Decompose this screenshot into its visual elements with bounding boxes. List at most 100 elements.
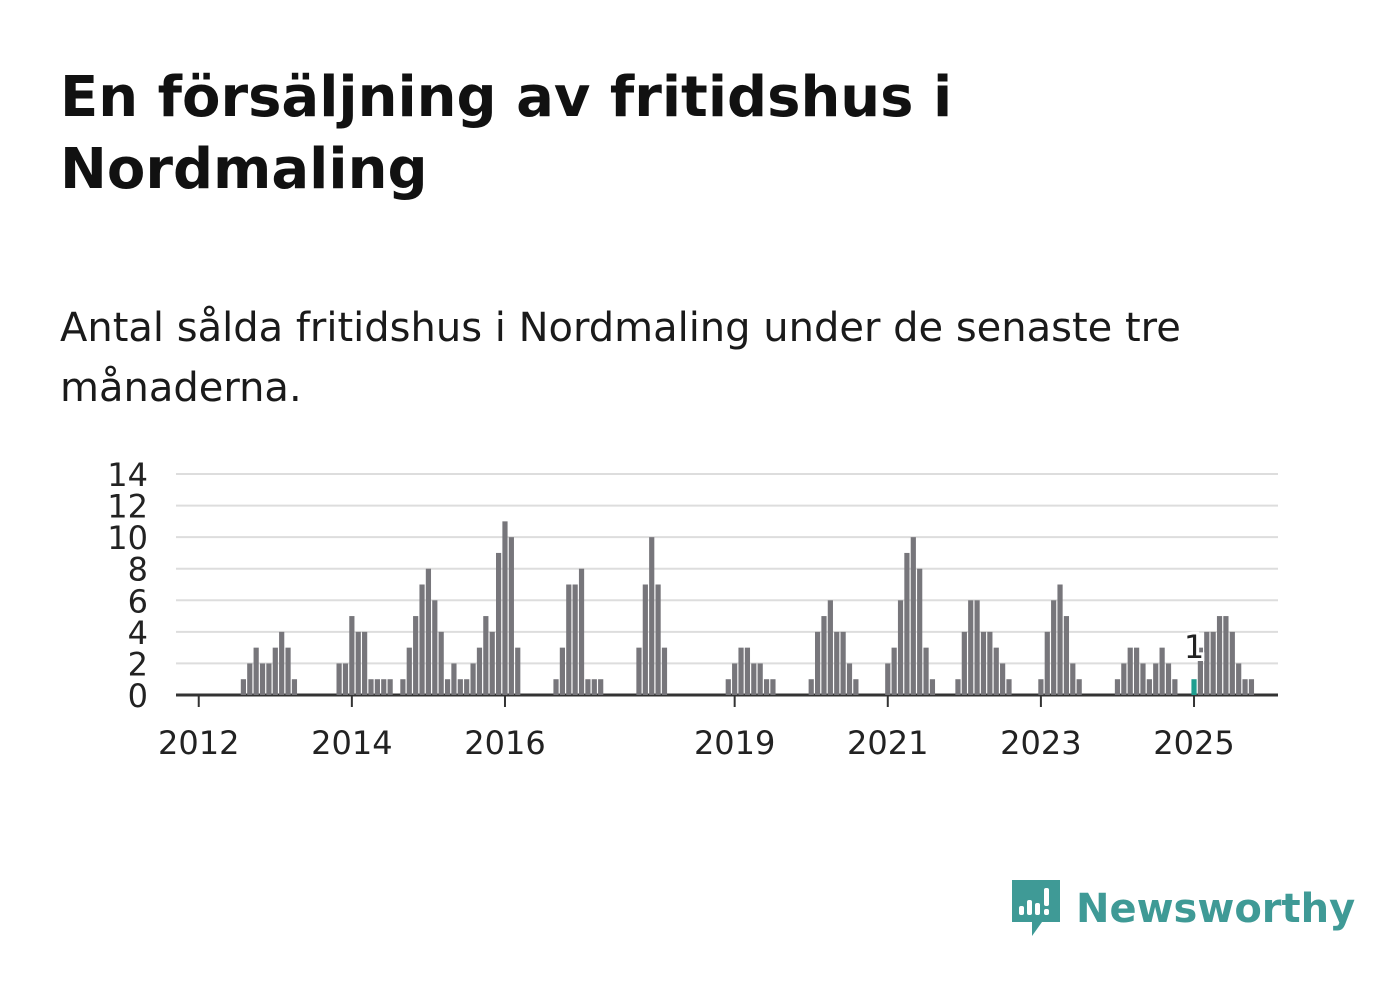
bar xyxy=(821,616,827,695)
bar xyxy=(961,631,967,695)
y-tick-label: 6 xyxy=(128,582,148,620)
bar xyxy=(336,663,342,695)
bar xyxy=(923,647,929,695)
bar xyxy=(451,663,457,695)
y-tick-label: 10 xyxy=(107,519,148,557)
bar xyxy=(266,663,272,695)
bar xyxy=(279,631,285,695)
bar xyxy=(1191,679,1197,695)
bar xyxy=(1210,631,1216,695)
y-tick-label: 4 xyxy=(128,614,148,652)
bar xyxy=(432,600,438,695)
bar xyxy=(598,679,604,695)
bar xyxy=(457,679,463,695)
bar xyxy=(438,631,444,695)
x-tick-label: 2023 xyxy=(1000,724,1081,762)
bar xyxy=(1114,679,1121,695)
bar xyxy=(1146,679,1152,695)
bar xyxy=(649,537,655,695)
bar xyxy=(1140,663,1146,695)
bar xyxy=(808,679,814,695)
bar xyxy=(885,663,891,695)
bar xyxy=(910,537,916,695)
bar xyxy=(897,600,904,695)
bar xyxy=(496,552,502,695)
bar xyxy=(425,568,432,695)
bar xyxy=(815,631,821,695)
bar xyxy=(566,584,572,695)
bar xyxy=(636,647,642,695)
bar xyxy=(374,679,380,695)
bar xyxy=(483,616,489,695)
bar xyxy=(974,600,980,695)
bar xyxy=(763,679,770,695)
bar xyxy=(1172,679,1178,695)
bar xyxy=(444,679,451,695)
bar xyxy=(732,663,738,695)
bar xyxy=(1223,616,1229,695)
bar xyxy=(738,647,744,695)
bar xyxy=(259,663,266,695)
bar xyxy=(355,631,361,695)
bar xyxy=(470,663,476,695)
bar xyxy=(476,647,483,695)
bar xyxy=(1044,631,1050,695)
bar xyxy=(891,647,897,695)
bar xyxy=(585,679,591,695)
bar xyxy=(1038,679,1044,695)
bars xyxy=(240,521,1255,695)
bar xyxy=(285,647,291,695)
bar xyxy=(655,584,661,695)
bar xyxy=(1063,616,1070,695)
bar xyxy=(1204,631,1210,695)
bar xyxy=(757,663,763,695)
x-axis-ticks: 2012 2014 2016 2019 2021 2023 2025 xyxy=(158,695,1235,762)
bar xyxy=(1236,663,1242,695)
x-tick-label: 2016 xyxy=(464,724,545,762)
bar xyxy=(559,647,565,695)
bar xyxy=(853,679,859,695)
bar xyxy=(387,679,393,695)
bar xyxy=(827,600,833,695)
bar xyxy=(840,631,846,695)
bar xyxy=(1070,663,1076,695)
bar xyxy=(553,679,559,695)
bar xyxy=(1229,631,1235,695)
bar xyxy=(1121,663,1127,695)
bar xyxy=(247,663,253,695)
bar xyxy=(1248,679,1255,695)
bar xyxy=(272,647,278,695)
page-title: En försäljning av fritidshus i Nordmalin… xyxy=(60,65,953,202)
bar xyxy=(751,663,757,695)
bar xyxy=(1000,663,1006,695)
y-tick-label: 2 xyxy=(128,645,148,683)
bar xyxy=(572,584,578,695)
data-labels: 1 xyxy=(1181,625,1207,669)
y-tick-label: 8 xyxy=(128,551,148,589)
bar xyxy=(846,663,853,695)
bar xyxy=(993,647,999,695)
bar xyxy=(591,679,597,695)
bar xyxy=(368,679,374,695)
y-tick-label: 12 xyxy=(107,488,148,526)
bar xyxy=(980,631,987,695)
bar xyxy=(253,647,259,695)
bar-chart-speech-bubble-icon xyxy=(1012,880,1060,936)
newsworthy-logo: Newsworthy xyxy=(1010,878,1355,940)
data-label: 1 xyxy=(1184,628,1204,666)
bar xyxy=(419,584,425,695)
x-tick-label: 2025 xyxy=(1153,724,1234,762)
bar xyxy=(834,631,840,695)
bar xyxy=(770,679,776,695)
bar xyxy=(904,552,910,695)
x-tick-label: 2019 xyxy=(694,724,775,762)
bar xyxy=(381,679,387,695)
bar xyxy=(578,568,585,695)
bar xyxy=(929,679,936,695)
bar xyxy=(489,631,495,695)
bar xyxy=(1197,647,1203,695)
bar xyxy=(642,584,648,695)
bar xyxy=(725,679,731,695)
